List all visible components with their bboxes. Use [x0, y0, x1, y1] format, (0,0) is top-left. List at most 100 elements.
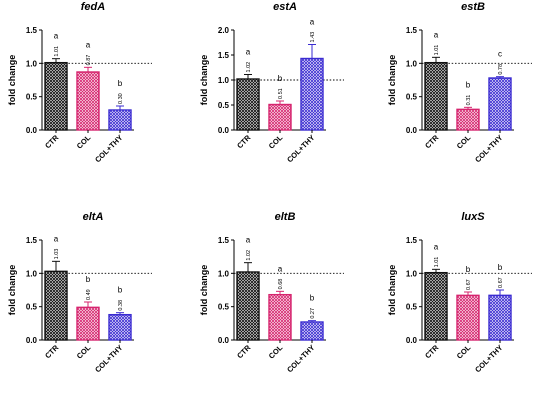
y-tick-label: 0.0 — [26, 126, 38, 135]
significance-letter: a — [246, 236, 251, 245]
significance-letter: b — [86, 275, 91, 284]
y-tick-label: 1.0 — [26, 59, 38, 68]
value-label: 1.01 — [434, 257, 440, 268]
value-label: 1.01 — [54, 46, 60, 57]
value-label: 0.49 — [86, 289, 92, 300]
bar-colthy — [108, 313, 132, 341]
y-tick-label: 0.5 — [218, 303, 230, 312]
value-label: 0.30 — [118, 93, 124, 104]
value-label: 0.38 — [118, 300, 124, 311]
bar-colthy — [108, 109, 132, 131]
y-tick-label: 0.0 — [218, 336, 230, 345]
y-axis-label: fold change — [199, 55, 209, 106]
x-tick-label: CTR — [43, 133, 61, 151]
significance-letter: a — [278, 264, 283, 273]
significance-letter: a — [54, 234, 59, 243]
significance-letter: b — [310, 294, 315, 303]
value-label: 0.78 — [498, 64, 504, 75]
value-label: 1.03 — [54, 249, 60, 260]
bar-col — [76, 71, 100, 131]
value-label: 0.51 — [278, 88, 284, 99]
significance-letter: a — [54, 32, 59, 41]
value-label: 0.31 — [466, 95, 472, 106]
significance-letter: b — [118, 79, 123, 88]
value-label: 1.43 — [310, 32, 316, 43]
y-tick-label: 0.5 — [26, 93, 38, 102]
y-tick-label: 1.5 — [406, 236, 418, 245]
y-tick-label: 1.0 — [406, 269, 418, 278]
value-label: 1.02 — [246, 62, 252, 73]
y-tick-label: 2.0 — [218, 26, 230, 35]
value-label: 0.27 — [310, 308, 316, 319]
x-tick-label: COL — [267, 133, 285, 151]
panel-title: eltA — [83, 211, 104, 223]
value-label: 1.01 — [434, 45, 440, 56]
significance-letter: c — [498, 50, 502, 59]
y-tick-label: 1.5 — [26, 26, 38, 35]
significance-letter: a — [434, 30, 439, 39]
bar-colthy — [300, 321, 324, 341]
y-axis-label: fold change — [387, 55, 397, 106]
y-axis-label: fold change — [7, 55, 17, 106]
panel-eltA: eltA fold change 0.0 0.5 1.0 1.5 1.03 a CTR 0.49 b… — [7, 211, 152, 374]
y-tick-label: 1.0 — [406, 59, 418, 68]
significance-letter: b — [278, 74, 283, 83]
x-tick-label: CTR — [423, 343, 441, 361]
y-tick-label: 1.0 — [26, 269, 38, 278]
bar-ctr — [44, 61, 68, 131]
significance-letter: b — [498, 263, 503, 272]
bar-ctr — [424, 61, 448, 131]
significance-letter: b — [466, 80, 471, 89]
y-tick-label: 1.5 — [406, 26, 418, 35]
value-label: 0.68 — [278, 279, 284, 290]
y-tick-label: 0.5 — [218, 101, 230, 110]
value-label: 0.67 — [498, 277, 504, 288]
y-axis-label: fold change — [387, 265, 397, 316]
x-tick-label: CTR — [235, 133, 253, 151]
x-tick-label: COL+THY — [473, 343, 504, 374]
y-tick-label: 0.5 — [406, 303, 418, 312]
significance-letter: a — [310, 18, 315, 27]
y-tick-label: 0.0 — [406, 126, 418, 135]
y-tick-label: 0.0 — [406, 336, 418, 345]
bar-colthy — [488, 77, 512, 131]
x-tick-label: CTR — [43, 343, 61, 361]
x-tick-label: COL+THY — [285, 133, 316, 164]
x-tick-label: COL — [75, 343, 93, 361]
panel-estB: estB fold change 0.0 0.5 1.0 1.5 1.01 a CTR 0.31 b… — [387, 1, 532, 164]
bar-col — [268, 293, 292, 341]
y-tick-label: 1.0 — [218, 76, 230, 85]
x-tick-label: COL+THY — [473, 133, 504, 164]
panel-eltB: eltB fold change 0.0 0.5 1.0 1.5 1.02 a CTR 0.68 a… — [199, 211, 344, 374]
panel-title: luxS — [461, 211, 485, 223]
bar-ctr — [424, 271, 448, 341]
y-tick-label: 1.0 — [218, 269, 230, 278]
bar-col — [76, 306, 100, 341]
bar-col — [456, 294, 480, 341]
y-axis-label: fold change — [7, 265, 17, 316]
x-tick-label: COL+THY — [93, 133, 124, 164]
bar-ctr — [236, 271, 260, 341]
panel-luxS: luxS fold change 0.0 0.5 1.0 1.5 1.01 a CTR 0.67 b… — [387, 211, 532, 374]
x-tick-label: CTR — [423, 133, 441, 151]
y-tick-label: 0.5 — [406, 93, 418, 102]
panel-title: fedA — [81, 1, 106, 13]
panel-title: estB — [461, 1, 485, 13]
y-tick-label: 0.5 — [26, 303, 38, 312]
bar-colthy — [488, 294, 512, 341]
significance-letter: a — [86, 40, 91, 49]
y-tick-label: 1.5 — [218, 236, 230, 245]
bar-col — [268, 103, 292, 131]
significance-letter: a — [246, 48, 251, 57]
x-tick-label: CTR — [235, 343, 253, 361]
significance-letter: a — [434, 242, 439, 251]
bar-ctr — [236, 78, 260, 131]
y-tick-label: 0.0 — [218, 126, 230, 135]
value-label: 0.87 — [86, 55, 92, 66]
x-tick-label: COL — [75, 133, 93, 151]
bar-col — [456, 108, 480, 131]
bar-colthy — [300, 57, 324, 131]
panel-fedA: fedA fold change 0.0 0.5 1.0 1.5 1.01 a CTR 0.87 a… — [7, 1, 152, 164]
significance-letter: b — [466, 265, 471, 274]
